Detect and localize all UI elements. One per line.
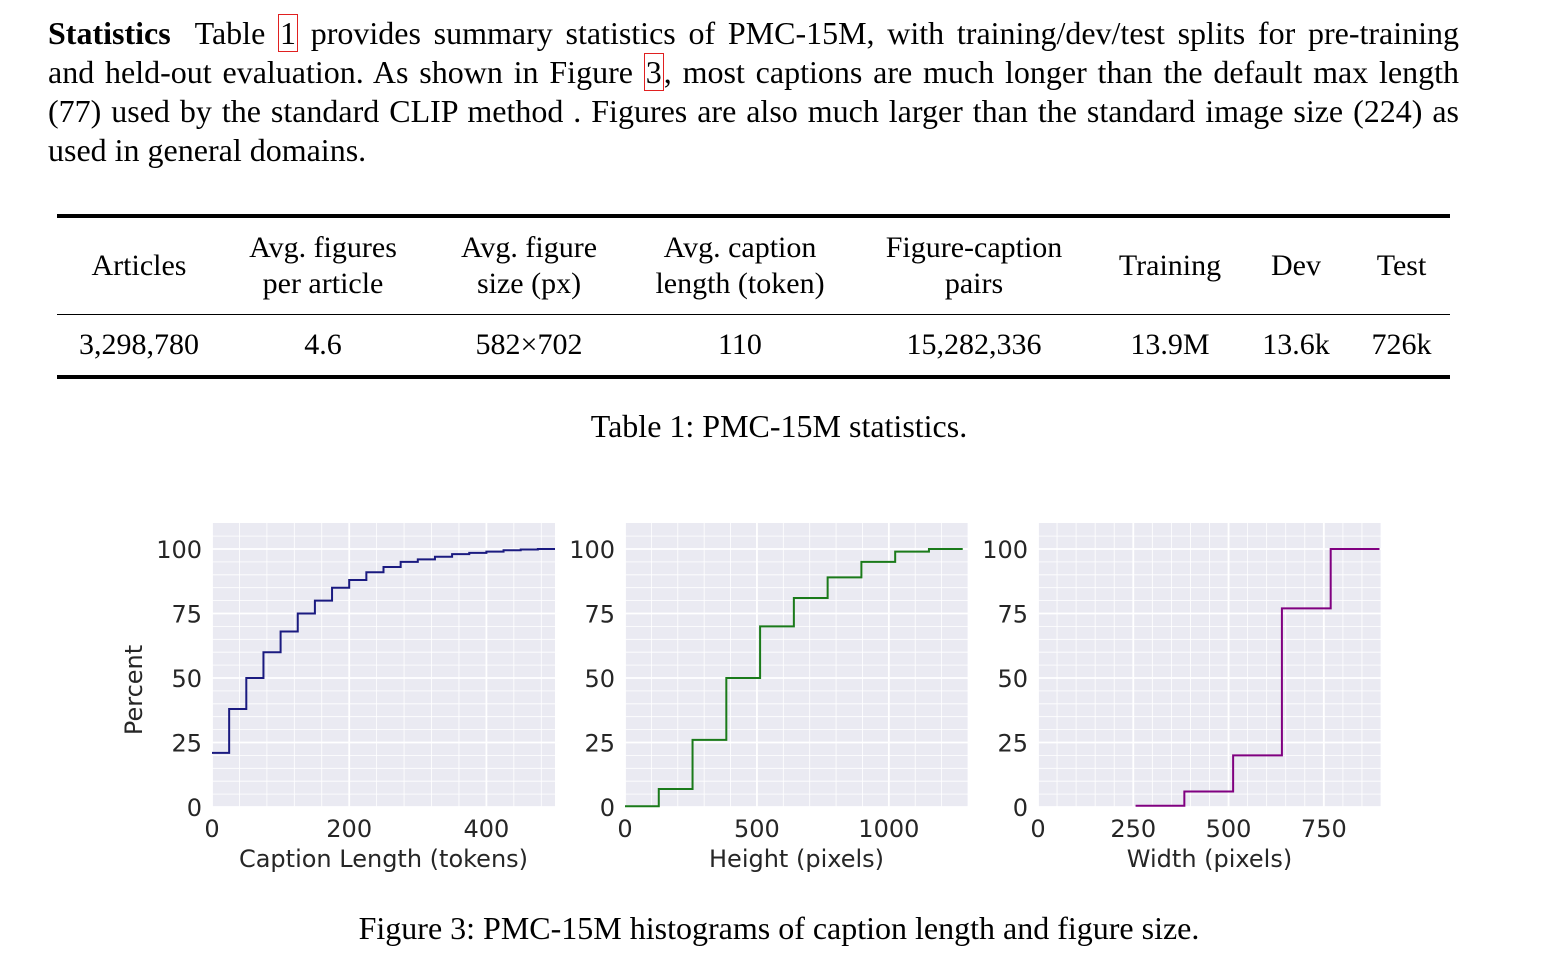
x-tick-label: 1000 bbox=[858, 815, 919, 843]
table-reference-link[interactable]: 1 bbox=[278, 14, 298, 52]
y-tick-label: 25 bbox=[997, 730, 1028, 758]
paragraph-text-1: Table bbox=[194, 15, 278, 51]
y-axis-label: Percent bbox=[120, 645, 148, 735]
y-tick-label: 0 bbox=[187, 794, 202, 822]
cumulative-step-line bbox=[1135, 548, 1380, 807]
histogram-panel-1: 0 200 400 0 25 50 75 100 Caption Length (tokens)… bbox=[120, 523, 555, 873]
cumulative-step-line bbox=[212, 548, 555, 754]
histogram-panel-2: 0 500 1000 0 25 50 75 100 Height (pixels) bbox=[569, 523, 969, 873]
figure-reference-link[interactable]: 3 bbox=[643, 53, 664, 91]
x-tick-label: 500 bbox=[734, 815, 780, 843]
value-dev: 13.6k bbox=[1262, 328, 1330, 361]
paragraph-text-3: , most captions are much longer than the… bbox=[48, 54, 1460, 168]
statistics-table: Articles Avg. figures per article Avg. fi… bbox=[57, 214, 1450, 379]
value-training: 13.9M bbox=[1130, 328, 1210, 361]
histogram-panel-3: 0 250 500 750 0 25 50 75 100 Width (pixels) bbox=[982, 523, 1382, 873]
table-row: 3,298,780 4.6 582×702 110 15,282,336 13.… bbox=[57, 315, 1450, 375]
header-avg-figures: Avg. figures per article bbox=[249, 230, 397, 300]
x-axis-label: Width (pixels) bbox=[1127, 845, 1292, 873]
y-tick-label: 100 bbox=[156, 536, 202, 564]
paragraph-heading: Statistics bbox=[48, 15, 171, 51]
header-avg-caption-length: Avg. caption length (token) bbox=[655, 230, 825, 300]
table-caption: Table 1: PMC-15M statistics. bbox=[590, 408, 968, 444]
header-dev: Dev bbox=[1271, 248, 1321, 282]
value-figure-caption-pairs: 15,282,336 bbox=[906, 328, 1042, 361]
x-tick-label: 750 bbox=[1301, 815, 1347, 843]
y-tick-label: 75 bbox=[171, 601, 202, 629]
value-articles: 3,298,780 bbox=[79, 328, 199, 361]
y-tick-label: 0 bbox=[1013, 794, 1028, 822]
header-figure-caption-pairs: Figure-caption pairs bbox=[885, 230, 1063, 300]
x-tick-label: 0 bbox=[1030, 815, 1045, 843]
statistics-paragraph: Statistics Table 1 provides summary stati… bbox=[48, 14, 1459, 170]
y-tick-label: 25 bbox=[171, 730, 202, 758]
x-tick-label: 400 bbox=[463, 815, 509, 843]
value-avg-caption-length: 110 bbox=[718, 328, 762, 361]
value-avg-figure-size: 582×702 bbox=[475, 328, 583, 361]
y-tick-label: 75 bbox=[584, 601, 615, 629]
value-test: 726k bbox=[1371, 328, 1432, 361]
y-tick-label: 50 bbox=[171, 665, 202, 693]
table-bottom-rule bbox=[57, 375, 1450, 379]
header-test: Test bbox=[1376, 248, 1427, 282]
cumulative-step-line bbox=[625, 548, 963, 808]
y-tick-label: 50 bbox=[584, 665, 615, 693]
y-tick-label: 0 bbox=[600, 794, 615, 822]
y-tick-label: 25 bbox=[584, 730, 615, 758]
y-tick-label: 50 bbox=[997, 665, 1028, 693]
y-tick-label: 100 bbox=[569, 536, 615, 564]
header-articles: Articles bbox=[91, 248, 187, 282]
x-axis-label: Caption Length (tokens) bbox=[239, 845, 528, 873]
x-tick-label: 0 bbox=[204, 815, 219, 843]
table-top-rule bbox=[57, 214, 1450, 218]
paragraph-text-2: provides summary statistics of PMC-15M, … bbox=[48, 15, 1459, 90]
table-mid-rule bbox=[57, 313, 1450, 315]
histogram-figure: 0 200 400 0 25 50 75 100 Caption Length (tokens)… bbox=[120, 523, 1382, 873]
figure-caption: Figure 3: PMC-15M histograms of caption … bbox=[358, 910, 1200, 946]
y-tick-label: 100 bbox=[982, 536, 1028, 564]
x-tick-label: 200 bbox=[326, 815, 372, 843]
header-avg-figure-size: Avg. figure size (px) bbox=[460, 230, 598, 300]
table-header-row: Articles Avg. figures per article Avg. fi… bbox=[57, 218, 1450, 314]
x-axis-label: Height (pixels) bbox=[709, 845, 884, 873]
x-tick-label: 0 bbox=[617, 815, 632, 843]
y-tick-label: 75 bbox=[997, 601, 1028, 629]
value-avg-figures: 4.6 bbox=[304, 328, 342, 361]
x-tick-label: 500 bbox=[1206, 815, 1252, 843]
header-training: Training bbox=[1118, 248, 1222, 282]
x-tick-label: 250 bbox=[1110, 815, 1156, 843]
